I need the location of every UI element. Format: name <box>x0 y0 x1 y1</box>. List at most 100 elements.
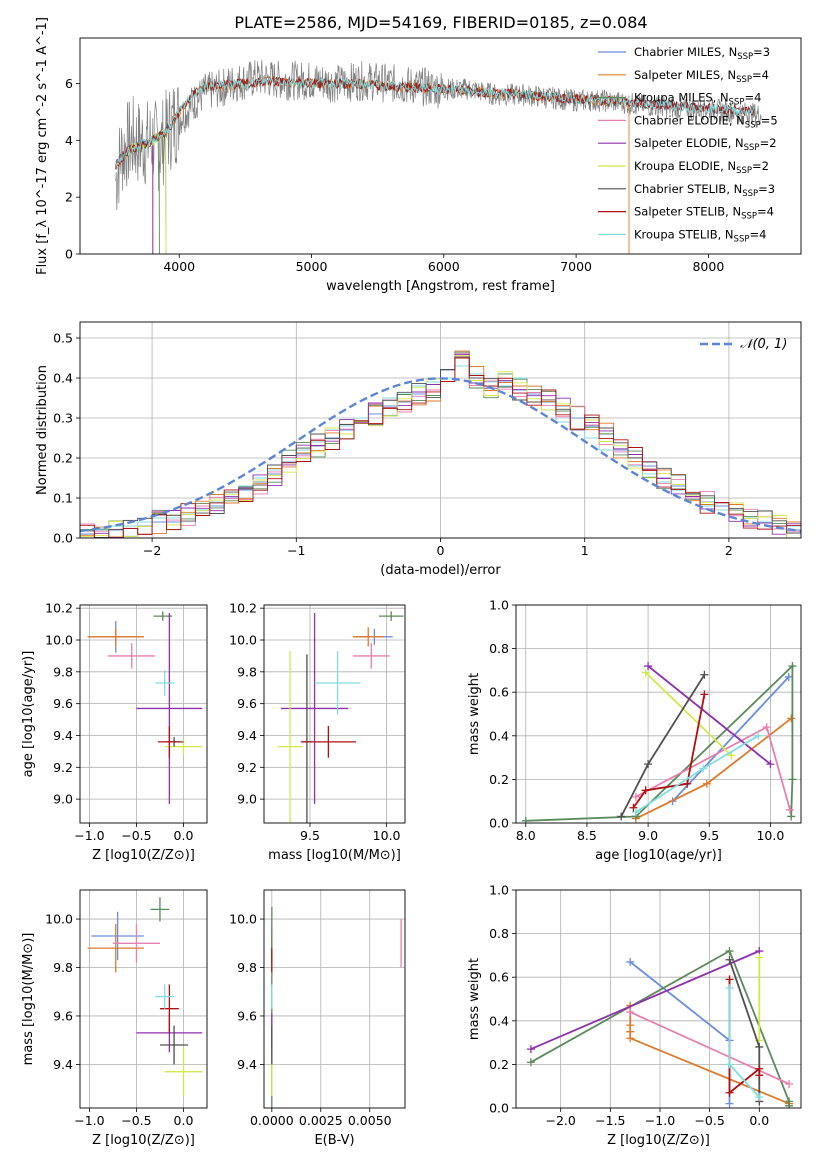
x-tick-label: 9.5 <box>300 828 320 843</box>
weight-marker <box>725 1099 734 1108</box>
y-tick-label: 10.0 <box>229 912 257 927</box>
errorbar-point <box>314 651 361 715</box>
weight-line <box>671 676 790 802</box>
y-tick-label: 0.4 <box>489 728 509 743</box>
weight-marker <box>641 786 650 795</box>
legend-entry: Kroupa MILES, NSSP=4 <box>634 91 761 108</box>
legend-entry: 𝒩(0, 1) <box>740 337 787 352</box>
y-tick-label: 9.6 <box>237 1008 257 1023</box>
weight-marker <box>725 1088 734 1097</box>
y-tick-label: 0.5 <box>53 331 73 346</box>
x-tick-label: 0 <box>437 543 445 558</box>
weight-marker <box>787 714 796 723</box>
y-tick-label: 0.0 <box>489 816 509 831</box>
errorbar-point <box>108 643 156 669</box>
errorbar-point <box>158 725 181 758</box>
errorbar-point <box>378 611 404 621</box>
x-tick-label: 7000 <box>560 259 592 274</box>
weight-marker <box>644 662 653 671</box>
weight-marker <box>755 1093 764 1102</box>
y-tick-label: 9.8 <box>53 960 73 975</box>
legend-entry: Kroupa ELODIE, NSSP=2 <box>634 159 769 176</box>
legend-entry: Chabrier STELIB, NSSP=3 <box>634 182 775 199</box>
weight-marker <box>784 672 793 681</box>
y-tick-label: 9.4 <box>237 728 257 743</box>
normal-curve <box>80 377 801 533</box>
x-tick-label: −1.0 <box>74 828 104 843</box>
panel-mass-vs-ebv: 0.0000 0.0025 0.0050 9.4 9.6 9.8 10.0 E(B-V) <box>229 889 406 1148</box>
weight-marker <box>526 1058 535 1067</box>
weight-marker <box>629 803 638 812</box>
y-tick-label: 0.6 <box>489 685 509 700</box>
plot-frame <box>79 321 802 539</box>
errorbar-point <box>164 1047 203 1096</box>
weight-marker <box>787 812 796 821</box>
x-tick-label: 2 <box>725 543 733 558</box>
weight-line <box>530 950 760 1050</box>
legend-entry: Salpeter ELODIE, NSSP=2 <box>634 136 777 153</box>
y-axis-label: Flux [f_λ 10^-17 erg cm^-2 s^-1 A^-1] <box>35 17 50 275</box>
weight-marker <box>755 1071 764 1080</box>
weight-line <box>629 961 731 1104</box>
model-line <box>115 75 755 167</box>
y-tick-label: 0.4 <box>53 371 73 386</box>
x-tick-label: 0.0 <box>174 828 194 843</box>
weight-marker <box>766 760 775 769</box>
x-axis-label: mass [log10(M/M⊙)] <box>268 848 401 863</box>
x-tick-label: −0.5 <box>121 1113 151 1128</box>
y-tick-label: 9.2 <box>237 760 257 775</box>
weight-marker <box>641 668 650 677</box>
weight-marker <box>631 808 640 817</box>
legend-entry: Salpeter STELIB, NSSP=4 <box>634 205 774 222</box>
errorbar-point <box>150 897 170 922</box>
plot-area <box>277 611 404 823</box>
errorbar-point <box>91 911 144 961</box>
y-tick-label: 0.0 <box>489 1101 509 1116</box>
y-tick-label: 9.0 <box>53 792 73 807</box>
x-tick-label: −0.5 <box>694 1113 724 1128</box>
x-tick-label: −1 <box>287 543 305 558</box>
y-tick-label: 0.3 <box>53 411 73 426</box>
weight-marker <box>526 1045 535 1054</box>
x-tick-label: −0.5 <box>121 828 151 843</box>
weight-marker <box>788 662 797 671</box>
panel-age-vs-mass: 9.5 10.0 9.0 9.2 9.4 9.6 9.8 10.0 10.2 mass [log1… <box>229 601 406 863</box>
errorbar-point <box>277 651 303 823</box>
legend-entry: Salpeter MILES, NSSP=4 <box>634 68 769 85</box>
y-tick-label: 0.2 <box>53 451 73 466</box>
x-tick-label: 0.0050 <box>348 1113 392 1128</box>
figure-title: PLATE=2586, MJD=54169, FIBERID=0185, z=0… <box>234 13 647 32</box>
y-tick-label: 6 <box>65 76 73 91</box>
legend: Chabrier MILES, NSSP=3 Salpeter MILES, NS… <box>598 45 778 244</box>
y-tick-label: 9.6 <box>53 696 73 711</box>
legend-entry: Chabrier ELODIE, NSSP=5 <box>634 113 778 130</box>
panel-age-vs-Z: −1.0 −0.5 0.0 9.0 9.2 9.4 9.6 9.8 10.0 10.2 Z [log… <box>21 601 208 863</box>
weight-marker <box>725 947 734 956</box>
weight-marker <box>725 984 734 993</box>
errorbar-point <box>155 984 175 1009</box>
weight-marker <box>755 1042 764 1051</box>
x-tick-label: −2 <box>143 543 161 558</box>
plot-frame <box>515 604 802 824</box>
weight-marker <box>644 760 653 769</box>
y-axis-label: mass [log10(M/M⊙)] <box>21 933 36 1066</box>
y-tick-label: 9.4 <box>53 728 73 743</box>
x-tick-label: 0.0000 <box>250 1113 294 1128</box>
plot-frame <box>79 889 208 1109</box>
x-tick-label: 4000 <box>163 259 195 274</box>
plot-area <box>521 662 797 823</box>
errorbar-point <box>136 612 203 804</box>
x-axis-label: (data-model)/error <box>380 563 501 578</box>
y-tick-label: 0.1 <box>53 491 73 506</box>
y-tick-label: 9.6 <box>53 1008 73 1023</box>
y-tick-label: 0.2 <box>489 1057 509 1072</box>
weight-line <box>647 665 771 765</box>
x-tick-label: 6000 <box>428 259 460 274</box>
x-tick-label: 9.0 <box>638 828 658 843</box>
x-tick-label: 9.5 <box>699 828 719 843</box>
y-tick-label: 2 <box>65 190 73 205</box>
weight-marker <box>788 775 797 784</box>
y-tick-label: 1.0 <box>489 883 509 898</box>
weight-marker <box>785 1080 794 1089</box>
weight-marker <box>754 731 763 740</box>
